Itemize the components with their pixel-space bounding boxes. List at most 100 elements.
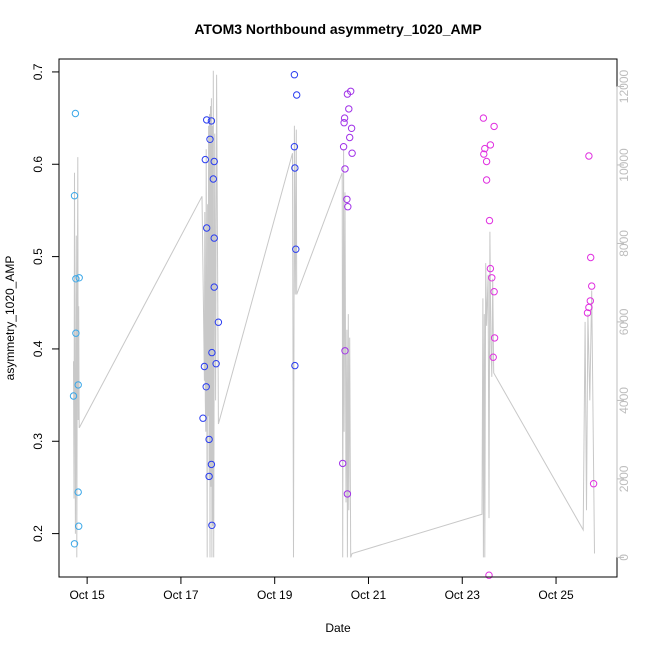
- x-tick-label: Oct 25: [538, 588, 574, 602]
- count-line-layer: [73, 70, 595, 558]
- data-point-2-14: [343, 490, 352, 498]
- data-point-3-2: [486, 141, 495, 149]
- data-point-2-4: [340, 119, 348, 127]
- data-point-0-4: [72, 329, 80, 337]
- data-point-3-15: [587, 253, 595, 262]
- data-point-2-8: [348, 149, 356, 157]
- data-point-3-18: [585, 303, 593, 312]
- data-point-3-20: [589, 480, 598, 488]
- data-point-0-3: [75, 274, 83, 282]
- x-tick-label: Oct 15: [69, 588, 105, 602]
- data-point-0-5: [74, 381, 82, 389]
- data-point-2-7: [339, 143, 348, 151]
- data-point-0-8: [75, 522, 83, 530]
- data-point-0-0: [71, 109, 80, 118]
- x-axis-label: Date: [325, 621, 351, 635]
- data-point-0-6: [69, 392, 78, 400]
- data-point-1-4: [210, 157, 218, 166]
- data-point-1-2: [206, 135, 214, 144]
- data-point-1-13: [202, 383, 210, 391]
- data-point-0-7: [74, 488, 82, 496]
- right-y-tick-label: 8000: [617, 230, 631, 257]
- data-point-3-9: [488, 274, 496, 282]
- right-y-tick-label: 2000: [617, 465, 631, 492]
- data-point-1-3: [201, 155, 210, 164]
- data-point-3-16: [588, 282, 596, 290]
- y-tick-label: 0.3: [31, 433, 45, 450]
- data-point-3-8: [486, 264, 495, 273]
- data-point-0-2: [72, 275, 80, 283]
- plot-frame: [58, 58, 618, 578]
- data-point-1-6: [203, 224, 211, 232]
- data-point-1-1: [207, 117, 216, 125]
- right-y-tick-label: 10000: [617, 148, 631, 182]
- data-point-1-21: [290, 143, 299, 151]
- right-y-tick-label: 12000: [617, 69, 631, 103]
- data-point-1-19: [290, 71, 299, 79]
- data-point-3-13: [485, 571, 493, 579]
- x-axis: Oct 15 Oct 17 Oct 19 Oct 21 Oct 23 Oct 25: [69, 576, 574, 602]
- data-point-1-18: [208, 521, 216, 529]
- x-tick-label: Oct 19: [257, 588, 293, 602]
- data-point-1-12: [200, 362, 209, 371]
- y-tick-label: 0.7: [31, 63, 45, 80]
- y-tick-label: 0.5: [31, 248, 45, 265]
- data-point-3-14: [585, 152, 593, 160]
- data-point-2-10: [343, 195, 351, 204]
- data-point-3-3: [481, 144, 489, 153]
- data-point-3-11: [490, 334, 499, 342]
- x-tick-label: Oct 23: [445, 588, 481, 602]
- data-point-1-20: [293, 91, 301, 99]
- data-point-3-10: [490, 288, 498, 296]
- data-point-1-24: [291, 361, 299, 370]
- data-point-1-11: [212, 360, 220, 368]
- data-point-2-1: [343, 90, 352, 98]
- data-point-1-7: [210, 234, 218, 242]
- data-point-3-19: [583, 309, 592, 317]
- y-tick-label: 0.6: [31, 156, 45, 173]
- data-point-2-2: [345, 105, 353, 113]
- data-point-2-9: [341, 165, 349, 173]
- data-point-1-10: [208, 348, 216, 357]
- y-axis-label: asymmetry_1020_AMP: [3, 256, 17, 381]
- data-point-2-13: [339, 459, 347, 468]
- data-point-1-9: [214, 318, 223, 326]
- data-point-3-7: [485, 216, 494, 225]
- y-tick-label: 0.2: [31, 525, 45, 542]
- data-point-2-6: [346, 133, 354, 142]
- right-y-tick-label: 0: [617, 554, 631, 561]
- data-point-1-23: [292, 245, 300, 253]
- data-point-3-4: [480, 150, 488, 158]
- data-point-2-12: [341, 347, 349, 355]
- data-point-1-5: [209, 175, 218, 183]
- data-point-2-5: [347, 124, 356, 133]
- data-point-0-1: [70, 192, 79, 200]
- data-point-3-5: [482, 157, 491, 166]
- right-y-tick-label: 6000: [617, 308, 631, 335]
- data-point-1-14: [199, 414, 207, 422]
- data-point-1-16: [207, 460, 216, 469]
- data-point-1-15: [205, 435, 213, 444]
- data-point-3-0: [479, 114, 488, 122]
- y-tick-label: 0.4: [31, 340, 45, 357]
- data-point-1-0: [203, 116, 211, 124]
- data-point-2-3: [340, 114, 349, 122]
- points-layer: [69, 71, 598, 579]
- right-y-axis: 0 2000 4000 6000 8000 10000 12000: [616, 69, 631, 561]
- x-tick-label: Oct 21: [351, 588, 387, 602]
- y-axis: 0.2 0.3 0.4 0.5 0.6 0.7: [31, 63, 60, 542]
- count-line: [73, 70, 595, 558]
- data-point-0-9: [70, 540, 79, 548]
- data-point-1-17: [205, 472, 213, 481]
- data-point-1-8: [210, 283, 218, 291]
- data-point-3-1: [490, 122, 498, 131]
- data-point-3-6: [482, 176, 491, 184]
- data-point-3-12: [489, 353, 497, 361]
- data-point-2-11: [344, 203, 352, 211]
- data-point-3-17: [586, 297, 594, 305]
- chart-title: ATOM3 Northbound asymmetry_1020_AMP: [194, 21, 481, 37]
- x-tick-label: Oct 17: [163, 588, 199, 602]
- right-y-tick-label: 4000: [617, 387, 631, 414]
- data-point-1-22: [291, 164, 299, 172]
